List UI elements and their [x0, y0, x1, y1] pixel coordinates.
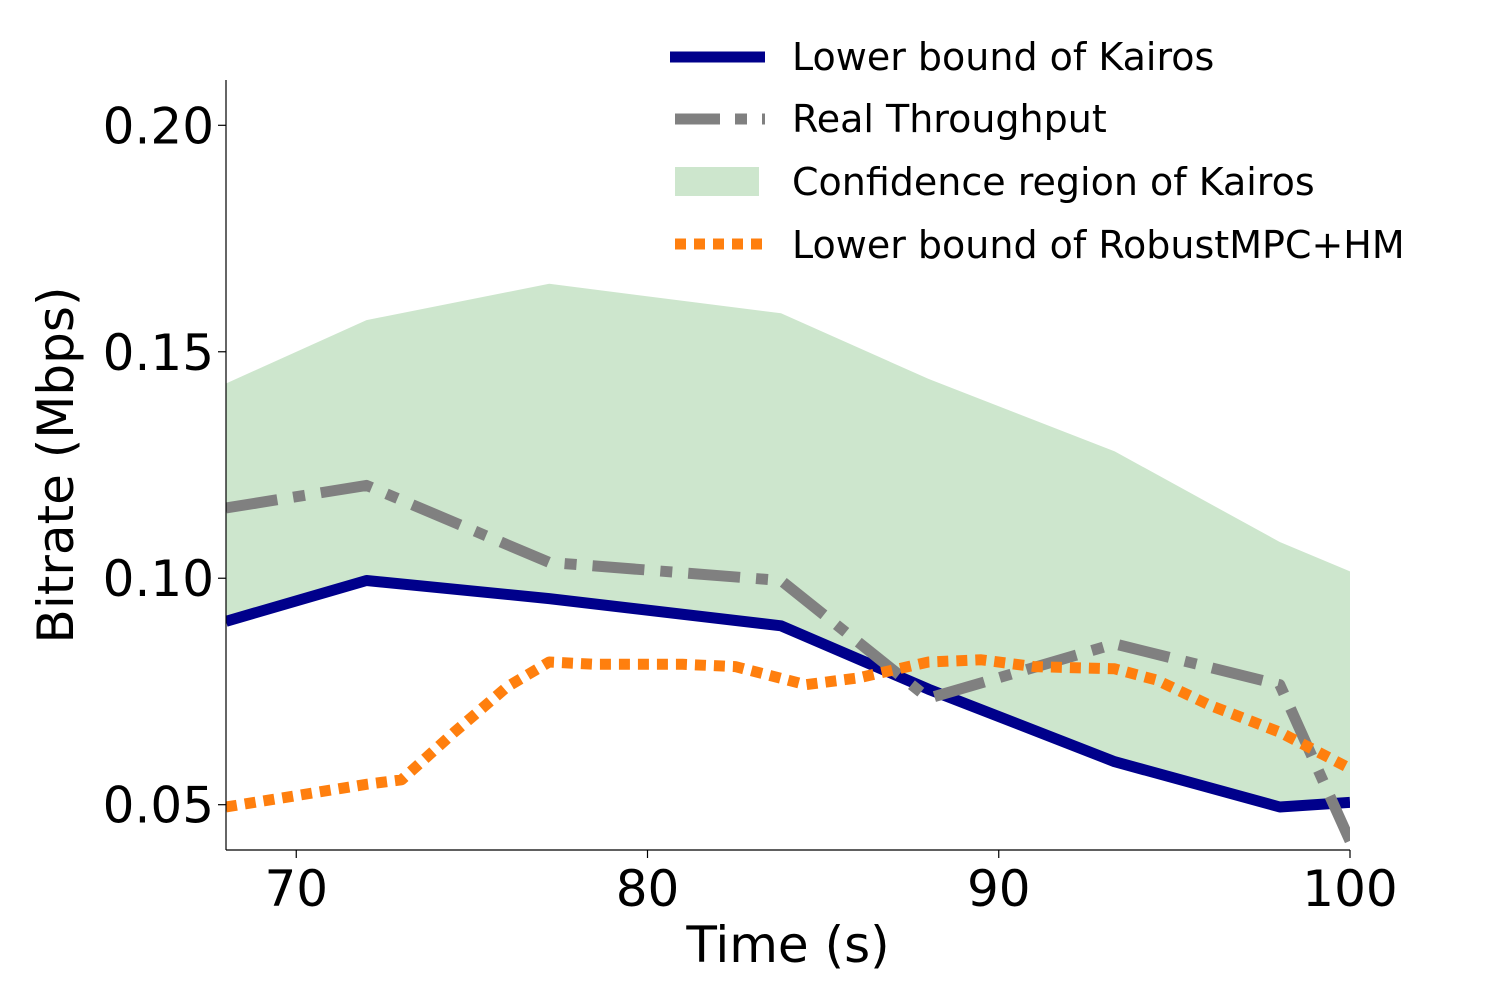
y-tick-label: 0.15 — [103, 324, 214, 382]
y-axis-label: Bitrate (Mbps) — [27, 287, 85, 644]
series-line-robustmpc-lower-bound — [226, 654, 1350, 813]
x-tick-label: 70 — [264, 860, 328, 918]
y-tick-label: 0.20 — [103, 97, 214, 155]
legend-label-kairos-lower-bound: Lower bound of Kairos — [792, 35, 1214, 79]
legend: Lower bound of Kairos Real Throughput Co… — [670, 35, 1405, 267]
series-line-kairos-lower-bound — [226, 575, 1350, 813]
legend-swatch-confidence-region — [675, 167, 759, 196]
y-tick-label: 0.10 — [103, 550, 214, 608]
legend-label-real-throughput: Real Throughput — [792, 97, 1107, 141]
x-axis-ticks: 70 80 90 100 — [264, 850, 1398, 918]
x-tick-label: 80 — [616, 860, 680, 918]
y-axis-ticks: 0.05 0.10 0.15 0.20 — [103, 97, 226, 835]
plot-area — [226, 283, 1350, 844]
series-line-real-throughput — [226, 479, 1350, 844]
x-tick-label: 90 — [967, 860, 1031, 918]
legend-label-confidence-region: Confidence region of Kairos — [792, 160, 1315, 204]
x-axis-label: Time (s) — [685, 916, 889, 974]
y-tick-label: 0.05 — [103, 777, 214, 835]
confidence-region-area — [226, 283, 1350, 807]
legend-label-robustmpc-lower-bound: Lower bound of RobustMPC+HM — [792, 223, 1405, 267]
x-tick-label: 100 — [1302, 860, 1397, 918]
